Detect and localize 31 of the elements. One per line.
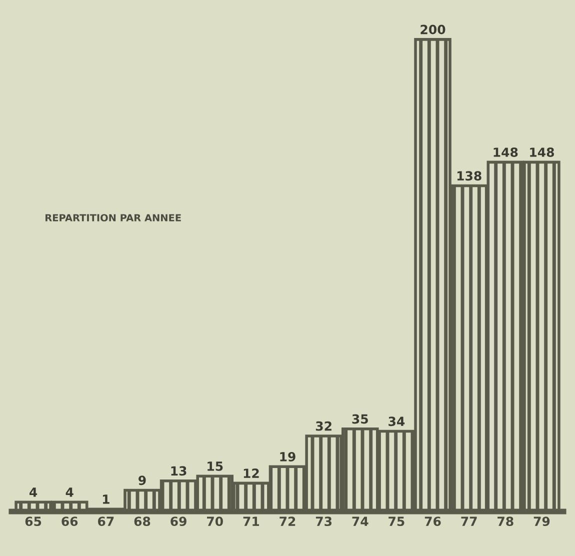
data-label: 200 bbox=[420, 24, 446, 34]
x-tick-label: 66 bbox=[62, 516, 78, 526]
data-label: 1 bbox=[102, 494, 110, 504]
text: REPARTITION PAR ANNEE bbox=[46, 214, 181, 222]
x-tick-label: 69 bbox=[170, 516, 186, 526]
data-label: 13 bbox=[171, 466, 186, 476]
x-tick-label: 72 bbox=[280, 516, 296, 526]
data-label: 9 bbox=[138, 476, 146, 486]
x-tick-label: 73 bbox=[316, 516, 332, 526]
x-tick-label: 74 bbox=[352, 516, 368, 526]
data-label: 32 bbox=[316, 421, 332, 431]
x-tick-label: 68 bbox=[134, 516, 150, 526]
data-label: 138 bbox=[457, 171, 482, 181]
data-label: 4 bbox=[66, 488, 74, 497]
data-label: 15 bbox=[208, 462, 223, 471]
data-label: 148 bbox=[494, 148, 518, 157]
x-tick-label: 77 bbox=[461, 516, 477, 526]
data-label: 34 bbox=[388, 416, 405, 426]
x-tick-label: 75 bbox=[388, 516, 404, 526]
x-tick-label: 65 bbox=[25, 516, 42, 526]
data-label: 4 bbox=[30, 488, 38, 497]
x-tick-label: 76 bbox=[424, 516, 441, 526]
x-tick-label: 71 bbox=[243, 516, 260, 526]
data-label: 35 bbox=[352, 414, 368, 424]
x-tick-label: 70 bbox=[207, 516, 223, 526]
data-label: 19 bbox=[280, 452, 296, 462]
x-tick-label: 78 bbox=[498, 516, 514, 526]
x-tick-label: 67 bbox=[98, 516, 114, 526]
data-label: 148 bbox=[530, 148, 554, 157]
x-tick-label: 79 bbox=[534, 516, 550, 526]
data-label: 12 bbox=[244, 468, 259, 478]
